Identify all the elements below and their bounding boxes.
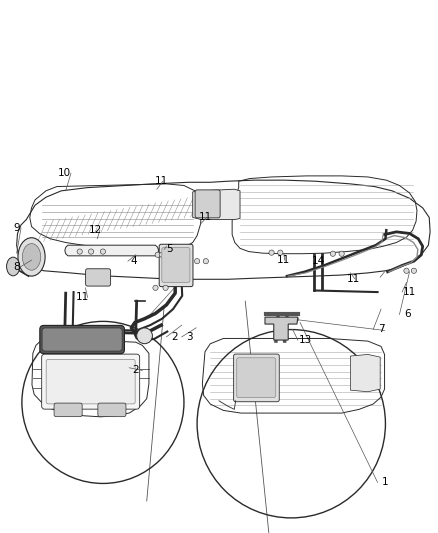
Text: 4: 4 xyxy=(130,256,137,266)
Text: 9: 9 xyxy=(13,223,20,233)
Polygon shape xyxy=(65,245,159,256)
Text: 2: 2 xyxy=(132,366,139,375)
Ellipse shape xyxy=(22,244,41,270)
Text: 12: 12 xyxy=(89,225,102,235)
Circle shape xyxy=(88,249,94,254)
FancyBboxPatch shape xyxy=(46,359,135,404)
Circle shape xyxy=(137,328,152,344)
FancyBboxPatch shape xyxy=(42,354,140,409)
Text: 1: 1 xyxy=(382,478,389,487)
Circle shape xyxy=(278,250,283,255)
Circle shape xyxy=(339,251,344,256)
Circle shape xyxy=(155,252,160,257)
Polygon shape xyxy=(193,189,240,220)
Text: 6: 6 xyxy=(404,310,411,319)
Text: 8: 8 xyxy=(13,262,20,271)
Circle shape xyxy=(411,268,417,273)
Text: 7: 7 xyxy=(378,325,385,334)
Text: 5: 5 xyxy=(166,245,173,254)
Polygon shape xyxy=(265,317,298,340)
Circle shape xyxy=(194,259,200,264)
Circle shape xyxy=(153,285,158,290)
FancyBboxPatch shape xyxy=(233,354,279,402)
FancyBboxPatch shape xyxy=(159,244,193,287)
FancyBboxPatch shape xyxy=(54,403,82,417)
Circle shape xyxy=(269,250,274,255)
Text: 13: 13 xyxy=(299,335,312,345)
Text: 11: 11 xyxy=(155,176,168,186)
FancyBboxPatch shape xyxy=(98,403,126,417)
FancyBboxPatch shape xyxy=(85,269,111,286)
FancyBboxPatch shape xyxy=(237,358,276,398)
Text: 3: 3 xyxy=(186,332,193,342)
Text: 11: 11 xyxy=(403,287,416,297)
FancyBboxPatch shape xyxy=(40,325,124,354)
Text: 11: 11 xyxy=(76,293,89,302)
Circle shape xyxy=(163,285,168,290)
Text: 11: 11 xyxy=(198,213,212,222)
Text: 11: 11 xyxy=(277,255,290,265)
Polygon shape xyxy=(350,354,380,392)
Text: 10: 10 xyxy=(58,168,71,178)
Ellipse shape xyxy=(18,238,45,276)
Text: 11: 11 xyxy=(347,274,360,284)
Circle shape xyxy=(100,249,106,254)
FancyBboxPatch shape xyxy=(162,247,190,282)
Circle shape xyxy=(159,252,165,257)
FancyBboxPatch shape xyxy=(195,190,220,218)
FancyBboxPatch shape xyxy=(42,328,122,351)
Text: 2: 2 xyxy=(171,332,178,342)
Circle shape xyxy=(330,251,336,256)
Ellipse shape xyxy=(7,257,20,276)
Circle shape xyxy=(77,249,82,254)
Circle shape xyxy=(203,259,208,264)
Circle shape xyxy=(404,268,409,273)
Text: 14: 14 xyxy=(312,256,325,266)
